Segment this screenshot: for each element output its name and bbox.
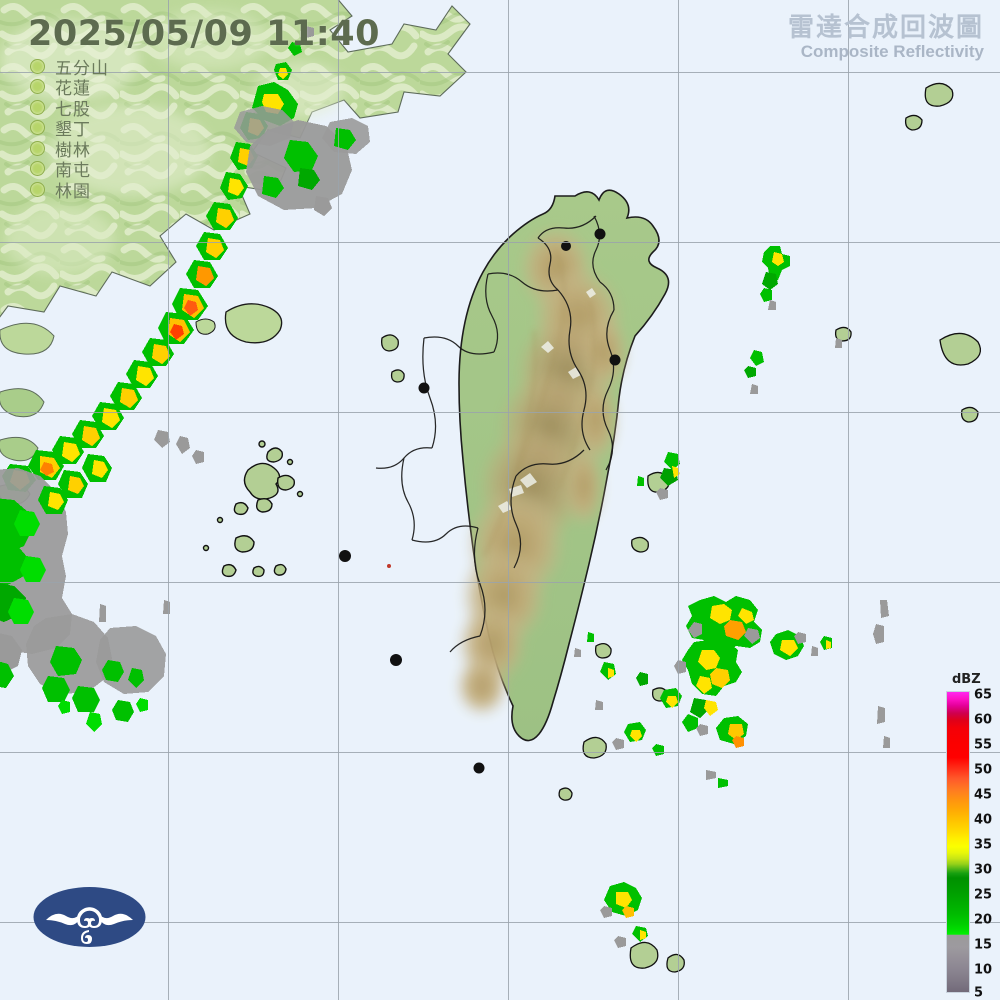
radar-echo-layer: [0, 26, 890, 948]
station-marker-icon: [30, 140, 45, 156]
dbz-legend: dBZ 65 60 55 50 45 40 35 30 25 20 15 10 …: [946, 672, 1000, 1000]
station-label: 南屯: [55, 161, 91, 182]
station-row[interactable]: 南屯: [30, 159, 109, 182]
station-marker-icon: [30, 181, 45, 197]
dbz-colorbar: [946, 691, 970, 993]
penghu-islands: [202, 440, 304, 578]
radar-station-list: 五分山 花蓮 七股 墾丁 樹林 南屯 林園: [30, 56, 109, 202]
colorbar-wrapper: 65 60 55 50 45 40 35 30 25 20 15 10 5: [946, 687, 1000, 1000]
legend-tick: 15: [974, 937, 993, 953]
legend-tick: 20: [974, 912, 993, 928]
legend-title: dBZ: [952, 672, 981, 687]
station-marker-icon: [30, 58, 45, 74]
station-marker-icon: [30, 79, 45, 95]
station-row[interactable]: 花蓮: [30, 77, 109, 100]
station-label: 七股: [55, 99, 91, 120]
legend-tick: 25: [974, 887, 993, 903]
legend-tick: 40: [974, 812, 993, 828]
taiwan-island: [339, 189, 670, 774]
station-label: 墾丁: [55, 120, 91, 141]
legend-tick: 10: [974, 962, 993, 978]
cwb-logo[interactable]: [32, 886, 147, 948]
title-chinese: 雷達合成回波圖: [787, 12, 984, 42]
title-block: 雷達合成回波圖 Composite Reflectivity: [787, 12, 984, 63]
station-row[interactable]: 墾丁: [30, 118, 109, 141]
station-marker-icon: [30, 161, 45, 177]
station-row[interactable]: 五分山: [30, 56, 109, 79]
station-label: 花蓮: [55, 79, 91, 100]
legend-tick: 35: [974, 837, 993, 853]
city-markers: [339, 228, 621, 774]
legend-tick: 60: [974, 712, 993, 728]
legend-tick: 5: [974, 985, 984, 1000]
administrative-boundaries: [375, 215, 615, 653]
station-row[interactable]: 七股: [30, 97, 109, 120]
legend-tick: 65: [974, 687, 993, 703]
title-english: Composite Reflectivity: [800, 42, 984, 62]
legend-tick: 55: [974, 737, 993, 753]
station-row[interactable]: 林園: [30, 179, 109, 202]
legend-tick: 50: [974, 762, 993, 778]
station-row[interactable]: 樹林: [30, 138, 109, 161]
station-marker-icon: [30, 99, 45, 115]
station-label: 五分山: [55, 58, 109, 79]
legend-tick: 30: [974, 862, 993, 878]
station-label: 樹林: [55, 140, 91, 161]
station-label: 林園: [55, 181, 91, 202]
timestamp-label: 2025/05/09 11:40: [28, 14, 380, 54]
station-marker-icon: [30, 120, 45, 136]
legend-tick: 45: [974, 787, 993, 803]
